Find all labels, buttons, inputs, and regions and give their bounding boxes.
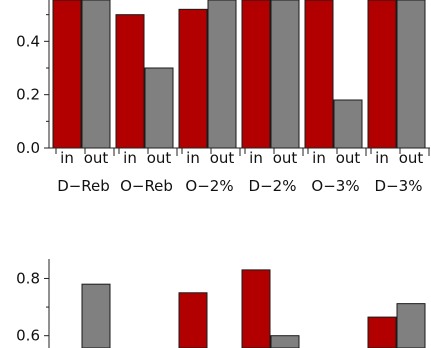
y-tick-label-0-2: 0.4 — [16, 32, 40, 50]
bar-0-in-1 — [115, 14, 145, 149]
category-label-3: D−2% — [249, 177, 297, 195]
bar-0-out-3 — [270, 0, 300, 149]
bar-label-in-5: in — [375, 149, 389, 167]
bar-label-in-0: in — [60, 149, 74, 167]
bar-label-out-2: out — [210, 149, 235, 167]
bar-0-out-2 — [207, 0, 237, 149]
bar-1-out-0 — [81, 283, 111, 348]
bar-0-in-0 — [52, 0, 82, 149]
category-label-1: O−Reb — [120, 177, 173, 195]
bar-1-out-3 — [270, 335, 300, 348]
bar-0-in-4 — [304, 0, 334, 149]
bar-1-in-5 — [367, 316, 397, 348]
bar-label-out-3: out — [273, 149, 298, 167]
y-tick-label-0-1: 0.2 — [16, 86, 40, 104]
bar-0-in-5 — [367, 0, 397, 149]
bar-label-out-0: out — [84, 149, 109, 167]
y-tick-label-0-0: 0.0 — [16, 139, 40, 157]
y-tick-label-1-1: 0.8 — [16, 269, 40, 287]
bar-label-out-4: out — [336, 149, 361, 167]
category-label-4: O−3% — [311, 177, 359, 195]
bar-0-out-4 — [333, 99, 363, 149]
bar-0-out-1 — [144, 67, 174, 149]
bar-1-out-5 — [396, 303, 426, 348]
bar-label-in-1: in — [123, 149, 137, 167]
category-label-5: D−3% — [375, 177, 423, 195]
bar-label-out-1: out — [147, 149, 172, 167]
bar-0-out-0 — [81, 0, 111, 149]
bar-label-in-2: in — [186, 149, 200, 167]
bar-0-in-3 — [241, 0, 271, 149]
bar-label-in-4: in — [312, 149, 326, 167]
bar-1-in-2 — [178, 292, 208, 348]
bottom-bar-chart: 0.6 0.8 — [16, 259, 426, 348]
bar-label-out-5: out — [399, 149, 424, 167]
bar-1-in-3 — [241, 269, 271, 348]
bar-0-out-5 — [396, 0, 426, 149]
category-label-0: D−Reb — [57, 177, 110, 195]
bar-label-in-3: in — [249, 149, 263, 167]
bar-0-in-2 — [178, 8, 208, 149]
y-tick-label-1-0: 0.6 — [16, 327, 40, 345]
category-label-2: O−2% — [185, 177, 233, 195]
